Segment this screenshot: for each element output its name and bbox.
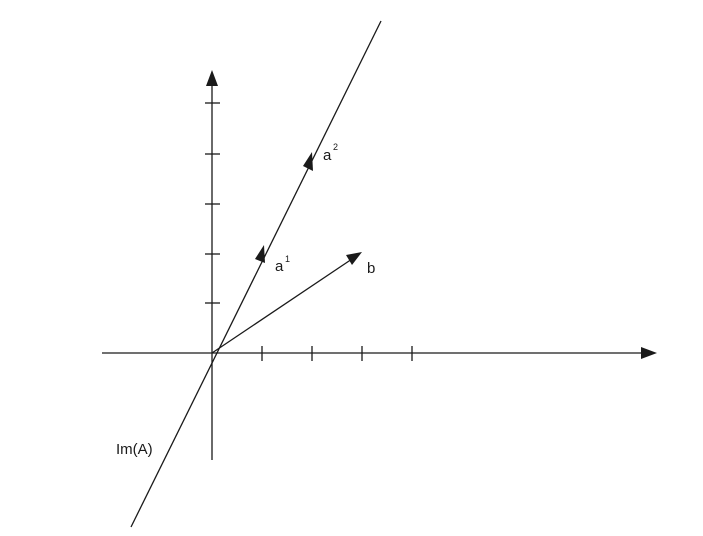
vector-b-line xyxy=(211,258,353,354)
image-line xyxy=(130,20,382,528)
vector-b-arrowhead xyxy=(346,252,362,265)
vector-b xyxy=(211,252,362,354)
y-axis-arrowhead xyxy=(206,70,218,86)
vector-a1 xyxy=(255,245,265,263)
y-axis xyxy=(205,70,220,460)
label-im-a: Im(A) xyxy=(116,441,153,458)
label-a1-superscript: 1 xyxy=(285,254,290,264)
label-a1: a xyxy=(275,258,284,275)
x-axis-arrowhead xyxy=(641,347,657,359)
label-a2: a xyxy=(323,147,332,164)
vector-a1-arrowhead xyxy=(255,245,265,263)
label-a2-superscript: 2 xyxy=(333,142,338,152)
vector-a2 xyxy=(303,152,313,171)
label-b: b xyxy=(367,260,375,277)
vector-a2-arrowhead xyxy=(303,152,313,171)
x-axis xyxy=(102,346,657,361)
